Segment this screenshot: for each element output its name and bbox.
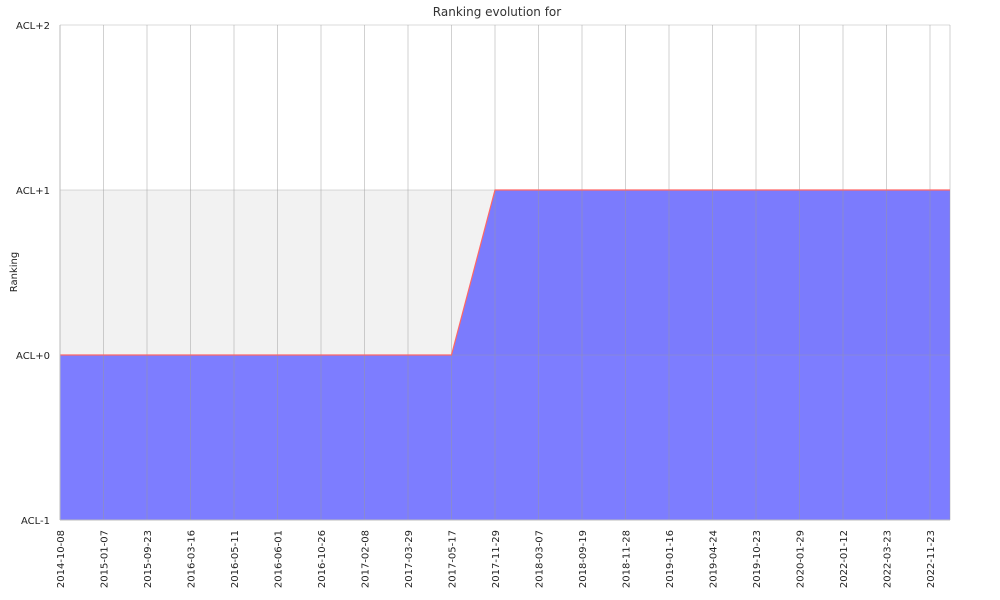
- x-tick-label: 2016-03-16: [187, 530, 198, 588]
- y-tick-label: ACL+0: [16, 351, 50, 362]
- x-tick-label: 2018-11-28: [622, 530, 633, 588]
- x-tick-label: 2022-11-23: [926, 530, 937, 588]
- x-tick-label: 2022-03-23: [883, 530, 894, 588]
- x-tick-label: 2014-10-08: [56, 530, 67, 588]
- y-tick-label: ACL-1: [21, 516, 50, 527]
- y-tick-label: ACL+1: [16, 186, 50, 197]
- x-tick-label: 2018-03-07: [535, 530, 546, 588]
- x-tick-label: 2016-10-26: [317, 530, 328, 588]
- x-tick-label: 2020-01-29: [796, 530, 807, 588]
- x-tick-label: 2018-09-19: [578, 530, 589, 588]
- x-tick-label: 2019-01-16: [665, 530, 676, 588]
- x-tick-labels: 2014-10-08 2015-01-07 2015-09-23 2016-03-16…: [56, 530, 937, 588]
- x-tick-label: 2015-09-23: [143, 530, 154, 588]
- x-tick-label: 2016-06-01: [274, 530, 285, 588]
- area-fill: [60, 190, 950, 520]
- chart-title: Ranking evolution for: [433, 5, 561, 19]
- x-tick-label: 2019-04-24: [709, 530, 720, 588]
- axes-layer: [59, 25, 950, 521]
- y-tick-labels: ACL-1 ACL+0 ACL+1 ACL+2: [16, 21, 50, 527]
- area-fill-layer: [60, 190, 950, 520]
- x-tick-label: 2016-05-11: [230, 530, 241, 588]
- series-line-layer: [60, 189, 950, 356]
- x-tick-label: 2017-11-29: [491, 530, 502, 588]
- x-tick-label: 2015-01-07: [100, 530, 111, 588]
- y-axis-label: Ranking: [9, 252, 20, 292]
- x-tick-label: 2022-01-12: [839, 530, 850, 588]
- x-tick-label: 2017-03-29: [404, 530, 415, 588]
- y-tick-label: ACL+2: [16, 21, 50, 32]
- x-tick-label: 2017-05-17: [448, 530, 459, 588]
- series-line: [60, 189, 950, 356]
- x-tick-label: 2019-10-23: [752, 530, 763, 588]
- x-tick-label: 2017-02-08: [361, 530, 372, 588]
